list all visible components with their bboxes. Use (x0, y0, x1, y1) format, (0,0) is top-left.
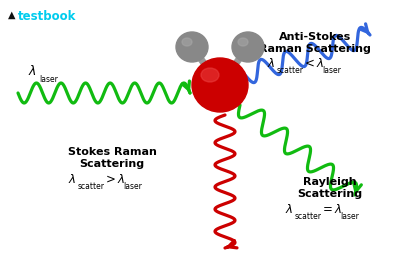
Text: ▲: ▲ (8, 10, 15, 20)
Ellipse shape (201, 68, 219, 82)
Ellipse shape (182, 38, 192, 46)
Text: Raman Scattering: Raman Scattering (259, 44, 371, 54)
Text: testbook: testbook (18, 10, 77, 23)
Text: scatter: scatter (295, 212, 322, 221)
Text: $\lambda$: $\lambda$ (28, 64, 37, 78)
Text: laser: laser (39, 74, 58, 83)
Text: $\lambda$: $\lambda$ (285, 203, 293, 216)
Ellipse shape (176, 32, 208, 62)
Text: scatter: scatter (277, 66, 304, 75)
Text: $\lambda$: $\lambda$ (267, 57, 275, 70)
Text: Stokes Raman: Stokes Raman (68, 147, 156, 157)
Text: laser: laser (322, 66, 341, 75)
Text: scatter: scatter (78, 182, 105, 191)
Text: Anti-Stokes: Anti-Stokes (279, 32, 351, 42)
Text: laser: laser (340, 212, 359, 221)
Text: laser: laser (123, 182, 142, 191)
Text: $= \lambda$: $= \lambda$ (320, 203, 342, 216)
Text: $> \lambda$: $> \lambda$ (103, 173, 125, 186)
Ellipse shape (192, 58, 248, 112)
Text: Scattering: Scattering (298, 189, 363, 199)
Text: Scattering: Scattering (79, 159, 144, 169)
Text: Rayleigh: Rayleigh (303, 177, 357, 187)
Text: $\lambda$: $\lambda$ (68, 173, 76, 186)
Ellipse shape (238, 38, 248, 46)
Text: $< \lambda$: $< \lambda$ (302, 57, 324, 70)
Ellipse shape (232, 32, 264, 62)
